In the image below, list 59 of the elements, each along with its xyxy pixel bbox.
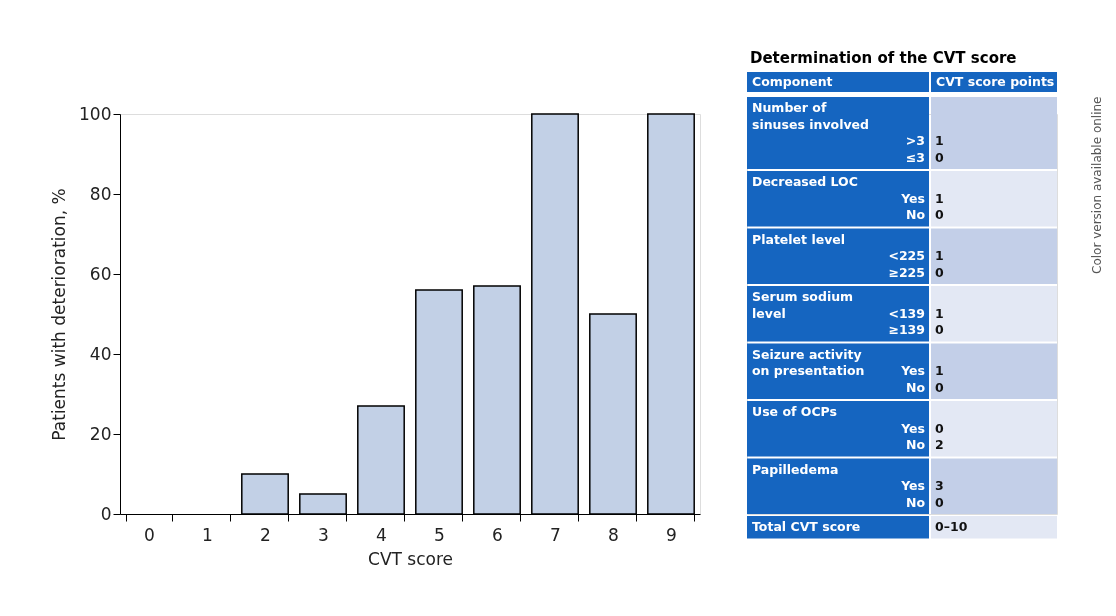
y-tick-label: 80 <box>89 183 112 204</box>
text: 1 <box>935 305 944 321</box>
text: 1 <box>935 190 944 206</box>
text: Determination of the CVT score <box>750 49 1017 67</box>
text: Yes <box>901 420 925 436</box>
category-label: Seizure activity on presentation <box>752 346 865 379</box>
text: No <box>905 494 925 510</box>
text: Yes <box>901 478 925 494</box>
x-tick-label: 8 <box>608 524 619 545</box>
category-label: Decreased LOC <box>752 174 858 190</box>
text: No <box>905 207 925 223</box>
text: 2 <box>935 437 944 453</box>
text: 0 <box>935 207 944 223</box>
text: No <box>905 379 925 395</box>
text: Yes <box>901 190 925 206</box>
text: 1 <box>935 363 944 379</box>
x-tick-label: 0 <box>144 524 155 545</box>
text: 0 <box>935 322 944 338</box>
text: 0 <box>935 379 944 395</box>
text: <225 <box>888 248 925 264</box>
y-tick-label: 0 <box>100 503 112 524</box>
x-tick-label: 9 <box>666 524 677 545</box>
x-tick-label: 2 <box>260 524 271 545</box>
y-tick-label: 100 <box>79 103 112 124</box>
x-tick-label: 4 <box>376 524 387 545</box>
text: 0 <box>935 149 944 165</box>
category-label: CVT score points <box>936 74 1055 89</box>
text: Yes <box>901 363 925 379</box>
text: 3 <box>935 478 944 494</box>
text: >3 <box>905 133 925 149</box>
text: 0–10 <box>935 519 968 535</box>
y-axis-title: Patients with deterioration, % <box>49 188 70 441</box>
category-label: Component <box>752 74 833 89</box>
x-tick-label: 1 <box>202 524 213 545</box>
category-label: Number of sinuses involved <box>752 100 870 132</box>
category-label: Papilledema <box>752 461 839 477</box>
y-tick-label: 20 <box>89 423 112 444</box>
x-tick-label: 5 <box>434 524 445 545</box>
text: 1 <box>935 133 944 149</box>
y-tick-label: 60 <box>89 263 112 284</box>
text: 0 <box>935 420 944 436</box>
text: ≥225 <box>888 264 925 280</box>
text: No <box>905 437 925 453</box>
text: ≥139 <box>888 322 925 338</box>
text: ≤3 <box>905 149 925 165</box>
category-label: Use of OCPs <box>752 404 837 420</box>
y-tick-label: 40 <box>89 343 112 364</box>
text: Color version available online <box>1090 96 1104 274</box>
category-label: Platelet level <box>752 231 846 247</box>
x-tick-label: 3 <box>318 524 329 545</box>
x-tick-label: 6 <box>492 524 503 545</box>
x-axis-title: CVT score <box>368 548 453 569</box>
text: <139 <box>888 305 925 321</box>
x-tick-label: 7 <box>550 524 561 545</box>
category-label: Total CVT score <box>752 519 861 535</box>
category-label: Serum sodium level <box>752 289 854 321</box>
text: 1 <box>935 248 944 264</box>
text: 0 <box>935 264 944 280</box>
category-label: 0 <box>935 494 944 510</box>
